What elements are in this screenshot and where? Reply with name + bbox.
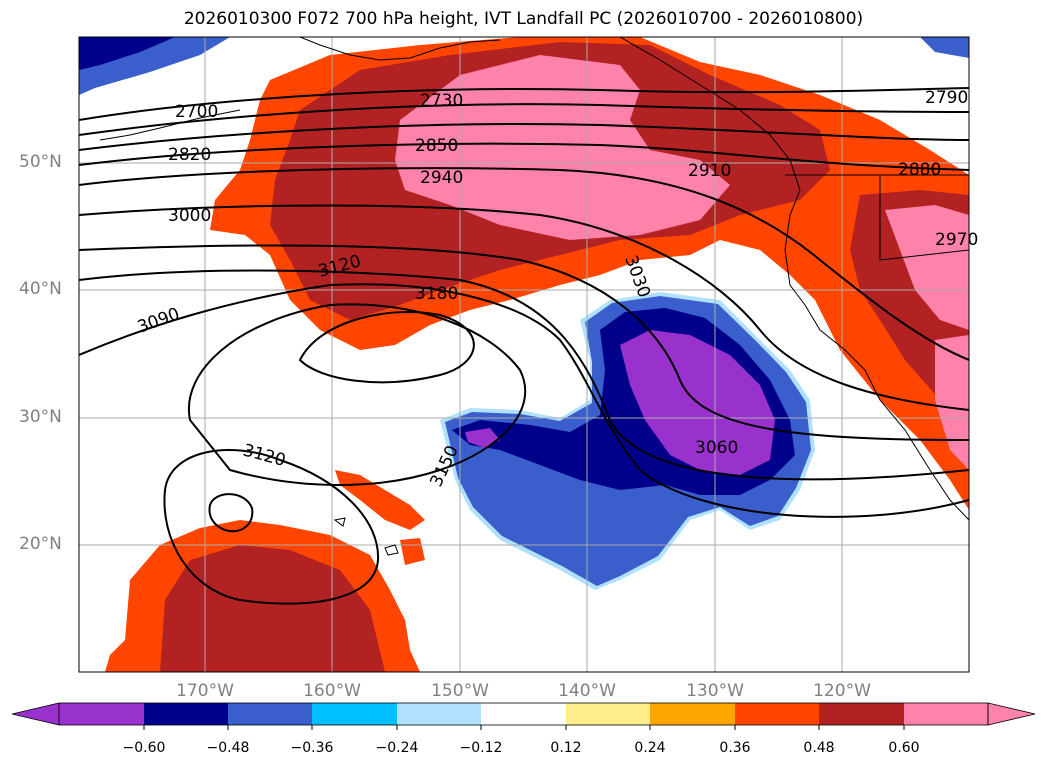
lat-label-40n: 40°N xyxy=(19,279,62,299)
neg-max-small xyxy=(465,428,500,448)
lon-label-150w: 150°W xyxy=(431,681,489,701)
colorbar-tick-label: −0.48 xyxy=(206,740,250,756)
colorbar-swatch xyxy=(59,703,144,725)
colorbar-tick-label: −0.24 xyxy=(375,740,419,756)
aleutian-chain xyxy=(99,109,241,141)
contour-label: 2730 xyxy=(420,91,463,111)
contour-high-south xyxy=(208,493,254,533)
colorbar-swatch xyxy=(481,703,566,725)
contour-2880 xyxy=(79,142,969,171)
contour-3120-south xyxy=(163,449,380,605)
state-borders xyxy=(879,175,969,261)
colorbar-tick-label: 0.60 xyxy=(888,740,920,756)
lon-label-160w: 160°W xyxy=(303,681,361,701)
contour-label: 2790 xyxy=(925,88,968,108)
contour-label: 3180 xyxy=(415,284,458,304)
height-contours xyxy=(79,87,969,605)
colorbar-swatch xyxy=(566,703,650,725)
alaska-coast xyxy=(299,37,501,61)
lon-label-140w: 140°W xyxy=(558,681,616,701)
hawaii-island xyxy=(333,517,346,527)
contour-label: 2850 xyxy=(415,136,458,156)
contour-2940 xyxy=(79,167,969,361)
contour-label: 2700 xyxy=(175,102,218,122)
hawaii-island-big xyxy=(384,544,399,556)
colorbar-tick-label: −0.60 xyxy=(122,740,166,756)
colorbar-swatch xyxy=(144,703,228,725)
contour-3090 xyxy=(79,283,969,518)
ivt-shading xyxy=(79,37,969,672)
chart-title: 2026010300 F072 700 hPa height, IVT Land… xyxy=(183,9,864,29)
map-frame xyxy=(78,36,970,673)
colorbar-tick-label: −0.36 xyxy=(290,740,334,756)
contour-3060 xyxy=(79,269,969,481)
contour-3030 xyxy=(79,244,969,441)
contour-2820 xyxy=(79,123,969,151)
contour-label: 3000 xyxy=(168,206,211,226)
neg-core-nw xyxy=(79,37,175,70)
colorbar-swatch xyxy=(312,703,397,725)
lat-label-50n: 50°N xyxy=(19,152,62,172)
contour-3120-north xyxy=(187,303,527,486)
colorbar-extend-high xyxy=(987,702,1036,726)
colorbar-tick-label: −0.12 xyxy=(459,740,503,756)
contour-label: 2880 xyxy=(898,160,941,180)
colorbar-swatch xyxy=(650,703,735,725)
graticule xyxy=(79,37,969,672)
pos-core-west-coast xyxy=(885,205,969,330)
colorbar-tick-label: 0.24 xyxy=(634,740,666,756)
colorbar-swatch xyxy=(904,703,988,725)
contour-label: 2910 xyxy=(688,161,731,181)
colorbar-swatch xyxy=(735,703,819,725)
colorbar-outline xyxy=(58,702,989,726)
colorbar xyxy=(11,702,1036,730)
contour-2760 xyxy=(79,103,969,136)
lon-label-130w: 130°W xyxy=(686,681,744,701)
contour-label: 2940 xyxy=(420,168,463,188)
lon-label-170w: 170°W xyxy=(176,681,234,701)
colorbar-tick-label: 0.48 xyxy=(803,740,835,756)
neg-region-ne xyxy=(920,37,969,58)
colorbar-swatch xyxy=(397,703,481,725)
colorbar-tick-marks xyxy=(143,725,905,730)
lat-label-20n: 20°N xyxy=(19,534,62,554)
contour-3000 xyxy=(79,204,969,411)
lat-label-30n: 30°N xyxy=(19,407,62,427)
contour-2700 xyxy=(79,87,969,121)
colorbar-extend-low xyxy=(11,702,60,726)
pos-core-north xyxy=(395,55,730,240)
colorbar-swatch xyxy=(228,703,312,725)
contour-label: 2970 xyxy=(935,230,978,250)
pos-core-california xyxy=(935,335,969,470)
pos-core-southwest xyxy=(160,545,385,672)
contour-label: 3060 xyxy=(695,438,738,458)
colorbar-tick-label: 0.36 xyxy=(719,740,751,756)
contour-label: 2820 xyxy=(168,145,211,165)
colorbar-tick-label: 0.12 xyxy=(550,740,582,756)
colorbar-swatch xyxy=(819,703,904,725)
contour-3180 xyxy=(298,311,475,384)
lon-label-120w: 120°W xyxy=(813,681,871,701)
